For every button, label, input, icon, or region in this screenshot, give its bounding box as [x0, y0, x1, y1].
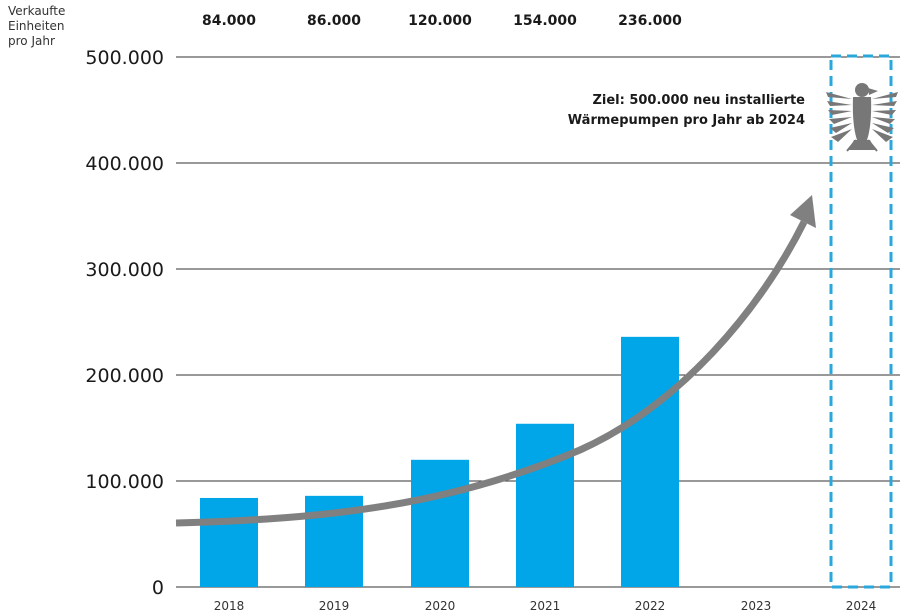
- target-box: [829, 54, 893, 589]
- x-tick-label: 2020: [425, 599, 456, 613]
- target-note-line-1: Ziel: 500.000 neu installierte: [592, 93, 805, 108]
- top-value-label: 84.000: [202, 13, 256, 29]
- federal-eagle-icon: [826, 83, 898, 152]
- y-axis-title-line-3: pro Jahr: [8, 34, 55, 48]
- bar-2018: [200, 497, 258, 587]
- x-tick-label: 2023: [741, 599, 772, 613]
- y-tick-label: 100.000: [85, 471, 164, 493]
- x-tick-label: 2019: [319, 599, 350, 613]
- trend-arrow-shaft: [175, 220, 808, 527]
- top-value-label: 154.000: [513, 13, 577, 29]
- top-value-label: 120.000: [408, 13, 472, 29]
- x-tick-label: 2022: [635, 599, 666, 613]
- x-tick-label: 2021: [530, 599, 561, 613]
- y-axis-title: Verkaufte Einheiten pro Jahr: [8, 4, 65, 49]
- y-axis-title-line-2: Einheiten: [8, 19, 65, 33]
- y-axis-title-line-1: Verkaufte: [8, 4, 66, 18]
- trend-arrow-icon: [175, 195, 816, 527]
- y-tick-label: 300.000: [85, 259, 164, 281]
- target-note: Ziel: 500.000 neu installierte Wärmepump…: [568, 93, 805, 128]
- x-tick-label: 2018: [214, 599, 245, 613]
- bar-2022: [621, 336, 679, 587]
- y-tick-label: 500.000: [85, 47, 164, 69]
- bar-2021: [516, 423, 574, 587]
- top-value-labels: 84.000 86.000 120.000 154.000 236.000: [202, 13, 682, 29]
- y-tick-label: 400.000: [85, 153, 164, 175]
- top-value-label: 236.000: [618, 13, 682, 29]
- y-tick-label: 200.000: [85, 365, 164, 387]
- y-tick-label: 0: [152, 577, 164, 599]
- y-axis-ticks: 0 100.000 200.000 300.000 400.000 500.000: [85, 47, 164, 599]
- x-tick-label: 2024: [846, 599, 877, 613]
- top-value-label: 86.000: [307, 13, 361, 29]
- x-axis-ticks: 2018 2019 2020 2021 2022 2023 2024: [214, 599, 877, 613]
- bar-2020: [411, 459, 469, 587]
- bar-series: [200, 336, 679, 587]
- trend-arrow-head: [790, 195, 816, 228]
- target-note-line-2: Wärmepumpen pro Jahr ab 2024: [568, 113, 805, 128]
- target-outline: [829, 54, 893, 589]
